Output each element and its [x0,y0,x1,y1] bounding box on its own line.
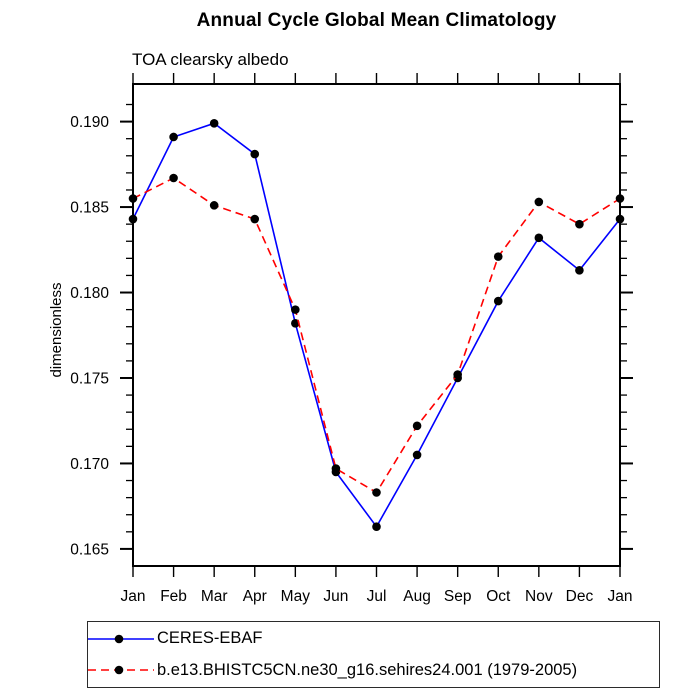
legend: CERES-EBAF b.e13.BHISTC5CN.ne30_g16.sehi… [87,621,660,688]
x-tick-label: Dec [566,588,594,605]
legend-label-model: b.e13.BHISTC5CN.ne30_g16.sehires24.001 (… [157,660,578,679]
y-tick-label: 0.190 [70,114,109,131]
x-tick-label: Oct [486,588,511,605]
x-tick-label: Aug [403,588,431,605]
series-line-1 [132,177,621,494]
series-markers-0 [128,119,625,531]
x-tick-label: Jan [608,588,633,605]
y-tick-label: 0.185 [70,200,109,217]
chart-subtitle: TOA clearsky albedo [132,50,289,69]
x-axis-ticks: Jan Feb Mar Apr May Jun Jul Aug Sep Oct Nov Dec Jan [121,73,633,605]
x-tick-label: Nov [525,588,553,605]
plot-frame [132,83,621,567]
y-tick-label: 0.180 [70,285,109,302]
x-tick-label: Sep [444,588,472,605]
legend-entry-ceres-ebaf: CERES-EBAF [88,624,659,654]
x-tick-label: May [281,588,311,605]
legend-entry-model: b.e13.BHISTC5CN.ne30_g16.sehires24.001 (… [88,655,659,685]
x-tick-label: Jan [121,588,146,605]
y-axis-ticks: 0.165 0.170 0.175 0.180 0.185 0.190 [70,114,633,558]
y-tick-label: 0.170 [70,456,109,473]
x-tick-label: Mar [201,588,228,605]
y-axis-minor-ticks [126,103,627,533]
x-tick-label: Feb [160,588,187,605]
chart-title: Annual Cycle Global Mean Climatology [196,10,557,31]
series-markers-1 [128,173,625,497]
legend-label-ceres-ebaf: CERES-EBAF [157,629,263,648]
legend-sample-dashed-line-icon [88,666,154,675]
x-tick-label: Apr [243,588,267,605]
x-tick-label: Jun [323,588,348,605]
series-line-0 [132,122,621,529]
y-tick-label: 0.165 [70,541,109,558]
legend-sample-solid-line-icon [88,634,154,643]
x-tick-label: Jul [367,588,387,605]
y-tick-label: 0.175 [70,370,109,387]
